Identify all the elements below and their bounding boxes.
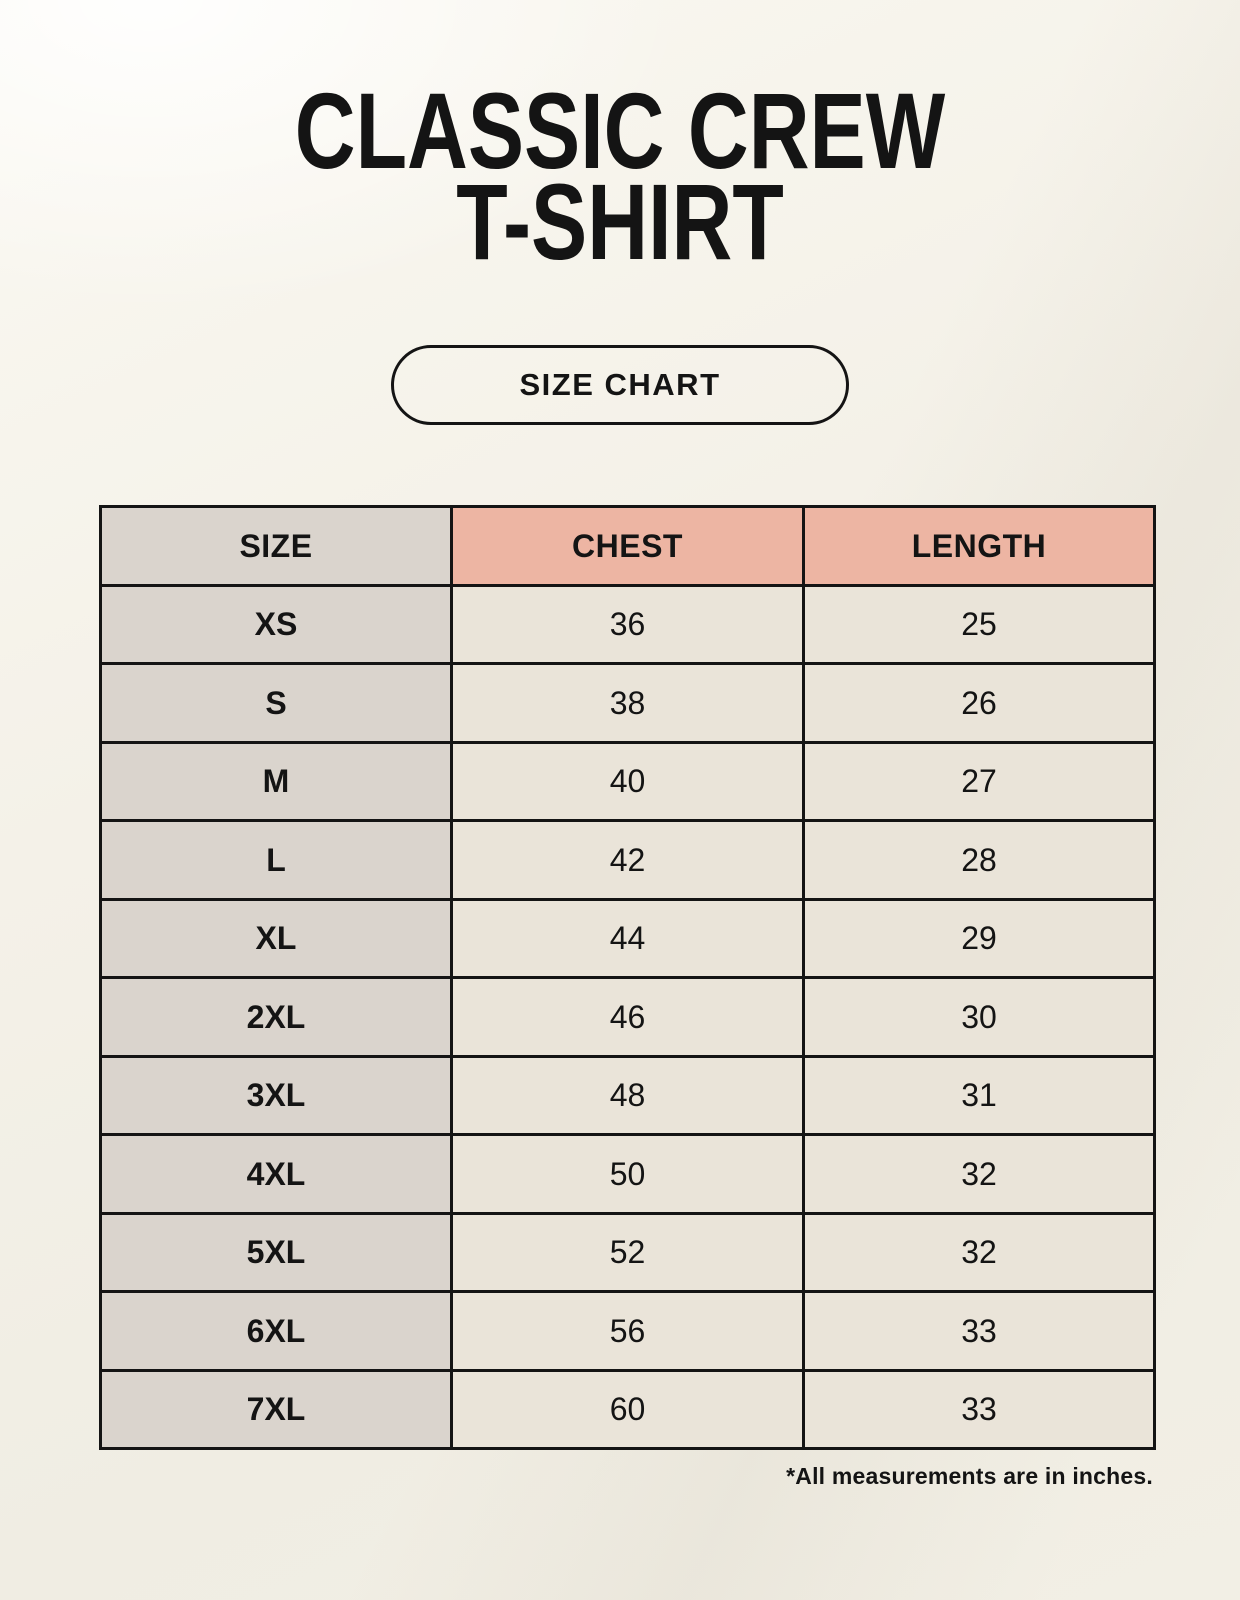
size-cell: 6XL [99, 1290, 453, 1372]
length-cell: 28 [802, 819, 1156, 901]
page-title: CLASSIC CREW T-SHIRT [136, 0, 1103, 282]
length-cell: 33 [802, 1368, 1156, 1451]
chest-cell: 50 [450, 1133, 805, 1215]
length-cell: 31 [802, 1054, 1156, 1137]
size-chart-table: SIZE CHEST LENGTH XS 36 25 S 38 26 M 40 … [99, 505, 1156, 1451]
chest-cell: 48 [450, 1054, 805, 1137]
length-cell: 25 [802, 583, 1156, 666]
chest-cell: 56 [450, 1290, 805, 1372]
chest-cell: 40 [450, 740, 805, 823]
table-row-s: S 38 26 [99, 662, 1156, 744]
table-header-row: SIZE CHEST LENGTH [99, 505, 1156, 587]
size-cell: 2XL [99, 976, 453, 1058]
length-cell: 32 [802, 1133, 1156, 1215]
length-cell: 27 [802, 740, 1156, 823]
table-row-7xl: 7XL 60 33 [99, 1368, 1156, 1451]
table-row-l: L 42 28 [99, 819, 1156, 901]
size-chart-button[interactable]: SIZE CHART [391, 345, 849, 426]
chest-cell: 42 [450, 819, 805, 901]
page-title-line-2: T-SHIRT [456, 160, 784, 282]
length-cell: 32 [802, 1211, 1156, 1294]
size-chart-button-label: SIZE CHART [519, 367, 721, 403]
size-cell: XL [99, 897, 453, 980]
size-cell: L [99, 819, 453, 901]
page-title-line-1: CLASSIC CREW [294, 70, 946, 191]
length-cell: 29 [802, 897, 1156, 980]
size-cell: M [99, 740, 453, 823]
size-cell: 3XL [99, 1054, 453, 1137]
table-row-xl: XL 44 29 [99, 897, 1156, 980]
table-row-3xl: 3XL 48 31 [99, 1054, 1156, 1137]
table-row-xs: XS 36 25 [99, 583, 1156, 666]
length-cell: 33 [802, 1290, 1156, 1372]
table-row-4xl: 4XL 50 32 [99, 1133, 1156, 1215]
measurements-footnote: *All measurements are in inches. [786, 1463, 1153, 1490]
table-row-5xl: 5XL 52 32 [99, 1211, 1156, 1294]
length-cell: 30 [802, 976, 1156, 1058]
size-cell: S [99, 662, 453, 744]
chest-cell: 52 [450, 1211, 805, 1294]
length-cell: 26 [802, 662, 1156, 744]
size-cell: 7XL [99, 1368, 453, 1451]
chest-cell: 38 [450, 662, 805, 744]
table-row-6xl: 6XL 56 33 [99, 1290, 1156, 1372]
chest-cell: 36 [450, 583, 805, 666]
table-row-2xl: 2XL 46 30 [99, 976, 1156, 1058]
size-cell: XS [99, 583, 453, 666]
chest-cell: 46 [450, 976, 805, 1058]
col-header-chest: CHEST [450, 505, 805, 587]
chest-cell: 60 [450, 1368, 805, 1451]
table-row-m: M 40 27 [99, 740, 1156, 823]
size-cell: 4XL [99, 1133, 453, 1215]
size-cell: 5XL [99, 1211, 453, 1294]
chest-cell: 44 [450, 897, 805, 980]
col-header-size: SIZE [99, 505, 453, 587]
col-header-length: LENGTH [802, 505, 1156, 587]
